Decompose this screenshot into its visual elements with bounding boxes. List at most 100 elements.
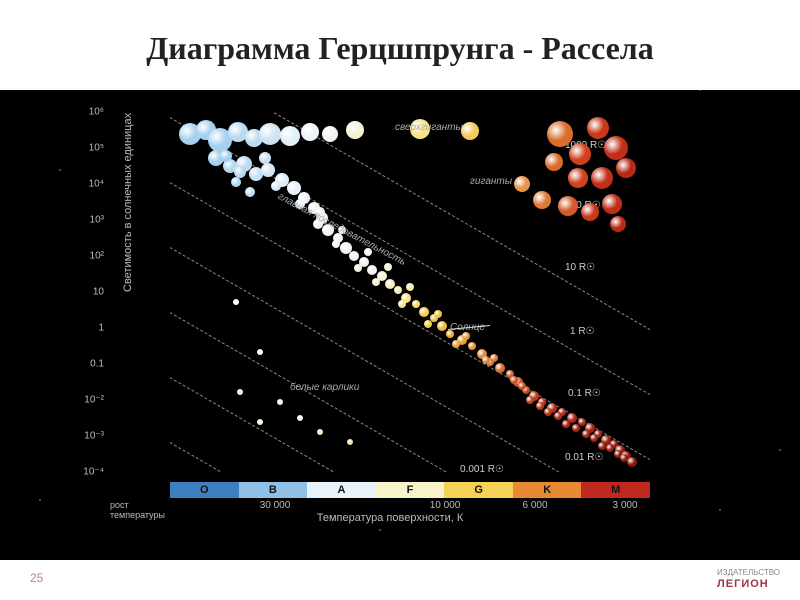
x-tick: 6 000 — [522, 500, 547, 511]
star-point — [424, 320, 432, 328]
star-point — [317, 429, 323, 435]
star-point — [604, 136, 628, 160]
star-point — [349, 251, 359, 261]
star-point — [514, 176, 530, 192]
y-tick: 10² — [90, 251, 104, 262]
star-point — [610, 216, 626, 232]
footer-bar — [0, 560, 800, 600]
star-point — [536, 402, 544, 410]
y-tick: 10 — [93, 287, 104, 298]
star-point — [544, 408, 552, 416]
y-tick: 10³ — [90, 215, 104, 226]
publisher-small: ИЗДАТЕЛЬСТВО — [717, 568, 780, 577]
star-point — [394, 286, 402, 294]
region-label: белые карлики — [290, 382, 359, 393]
radius-label: 0.1 R☉ — [568, 388, 601, 399]
star-point — [554, 412, 562, 420]
star-point — [602, 194, 622, 214]
star-point — [495, 363, 505, 373]
star-point — [547, 121, 573, 147]
star-point — [259, 152, 271, 164]
x-tick: 10 000 — [430, 500, 461, 511]
star-point — [452, 340, 460, 348]
y-tick: 10⁵ — [89, 143, 104, 154]
star-point — [237, 389, 243, 395]
star-point — [568, 168, 588, 188]
star-point — [322, 126, 338, 142]
star-point — [518, 382, 526, 390]
star-point — [406, 283, 414, 291]
star-point — [220, 150, 232, 162]
star-point — [533, 191, 551, 209]
x-axis-label: Температура поверхности, К — [110, 512, 670, 524]
star-point — [510, 376, 518, 384]
spectral-class: F — [376, 482, 445, 498]
star-point — [598, 442, 606, 450]
y-tick: 10⁻⁴ — [83, 467, 104, 478]
star-point — [606, 444, 614, 452]
radius-label: 0.01 R☉ — [565, 452, 603, 463]
star-point — [398, 300, 406, 308]
star-point — [558, 196, 578, 216]
star-point — [437, 321, 447, 331]
star-point — [590, 434, 598, 442]
page-title: Диаграмма Герцшпрунга - Рассела — [0, 30, 800, 67]
star-point — [259, 123, 281, 145]
star-point — [462, 332, 470, 340]
star-point — [233, 299, 239, 305]
star-point — [257, 419, 263, 425]
radius-line — [170, 247, 650, 472]
region-label: сверхгиганты — [395, 122, 463, 133]
star-point — [245, 187, 255, 197]
star-point — [332, 240, 340, 248]
spectral-class: G — [444, 482, 513, 498]
spectral-class: B — [239, 482, 308, 498]
slide-number: 25 — [30, 571, 43, 585]
star-point — [468, 342, 476, 350]
spectral-class-bar: OBAFGKM — [170, 482, 650, 498]
publisher-logo: ИЗДАТЕЛЬСТВО ЛЕГИОН — [717, 566, 780, 590]
star-point — [261, 163, 275, 177]
star-point — [572, 424, 580, 432]
star-point — [412, 300, 420, 308]
radius-label: 0.001 R☉ — [460, 464, 504, 472]
star-point — [419, 307, 429, 317]
y-tick: 10⁻² — [84, 395, 104, 406]
star-point — [545, 153, 563, 171]
star-point — [280, 126, 300, 146]
star-point — [620, 454, 628, 462]
y-tick: 10⁶ — [89, 107, 104, 118]
star-point — [277, 399, 283, 405]
star-point — [587, 117, 609, 139]
x-tick: 3 000 — [612, 500, 637, 511]
star-point — [384, 263, 392, 271]
y-tick: 1 — [98, 323, 104, 334]
star-point — [591, 167, 613, 189]
star-point — [434, 310, 442, 318]
star-point — [562, 420, 570, 428]
star-point — [372, 278, 380, 286]
star-point — [461, 122, 479, 140]
region-label: главная последовательность — [276, 191, 408, 268]
star-point — [582, 430, 590, 438]
plot-area: 1000 R☉100 R☉10 R☉1 R☉0.1 R☉0.01 R☉0.001… — [170, 112, 650, 472]
star-point — [354, 264, 362, 272]
y-axis-label: Светимость в солнечных единицах — [122, 113, 134, 292]
star-point — [482, 356, 490, 364]
star-point — [490, 354, 498, 362]
spectral-class: O — [170, 482, 239, 498]
star-point — [627, 457, 637, 467]
star-point — [271, 181, 281, 191]
star-point — [569, 143, 591, 165]
publisher-name: ЛЕГИОН — [717, 578, 769, 590]
star-point — [346, 121, 364, 139]
star-point — [347, 439, 353, 445]
region-label: гиганты — [470, 176, 512, 187]
spectral-class: A — [307, 482, 376, 498]
star-point — [526, 396, 534, 404]
spectral-class: K — [513, 482, 582, 498]
x-tick: 30 000 — [260, 500, 291, 511]
radius-label: 1 R☉ — [570, 326, 595, 337]
star-point — [231, 177, 241, 187]
y-tick: 10⁻³ — [84, 431, 104, 442]
